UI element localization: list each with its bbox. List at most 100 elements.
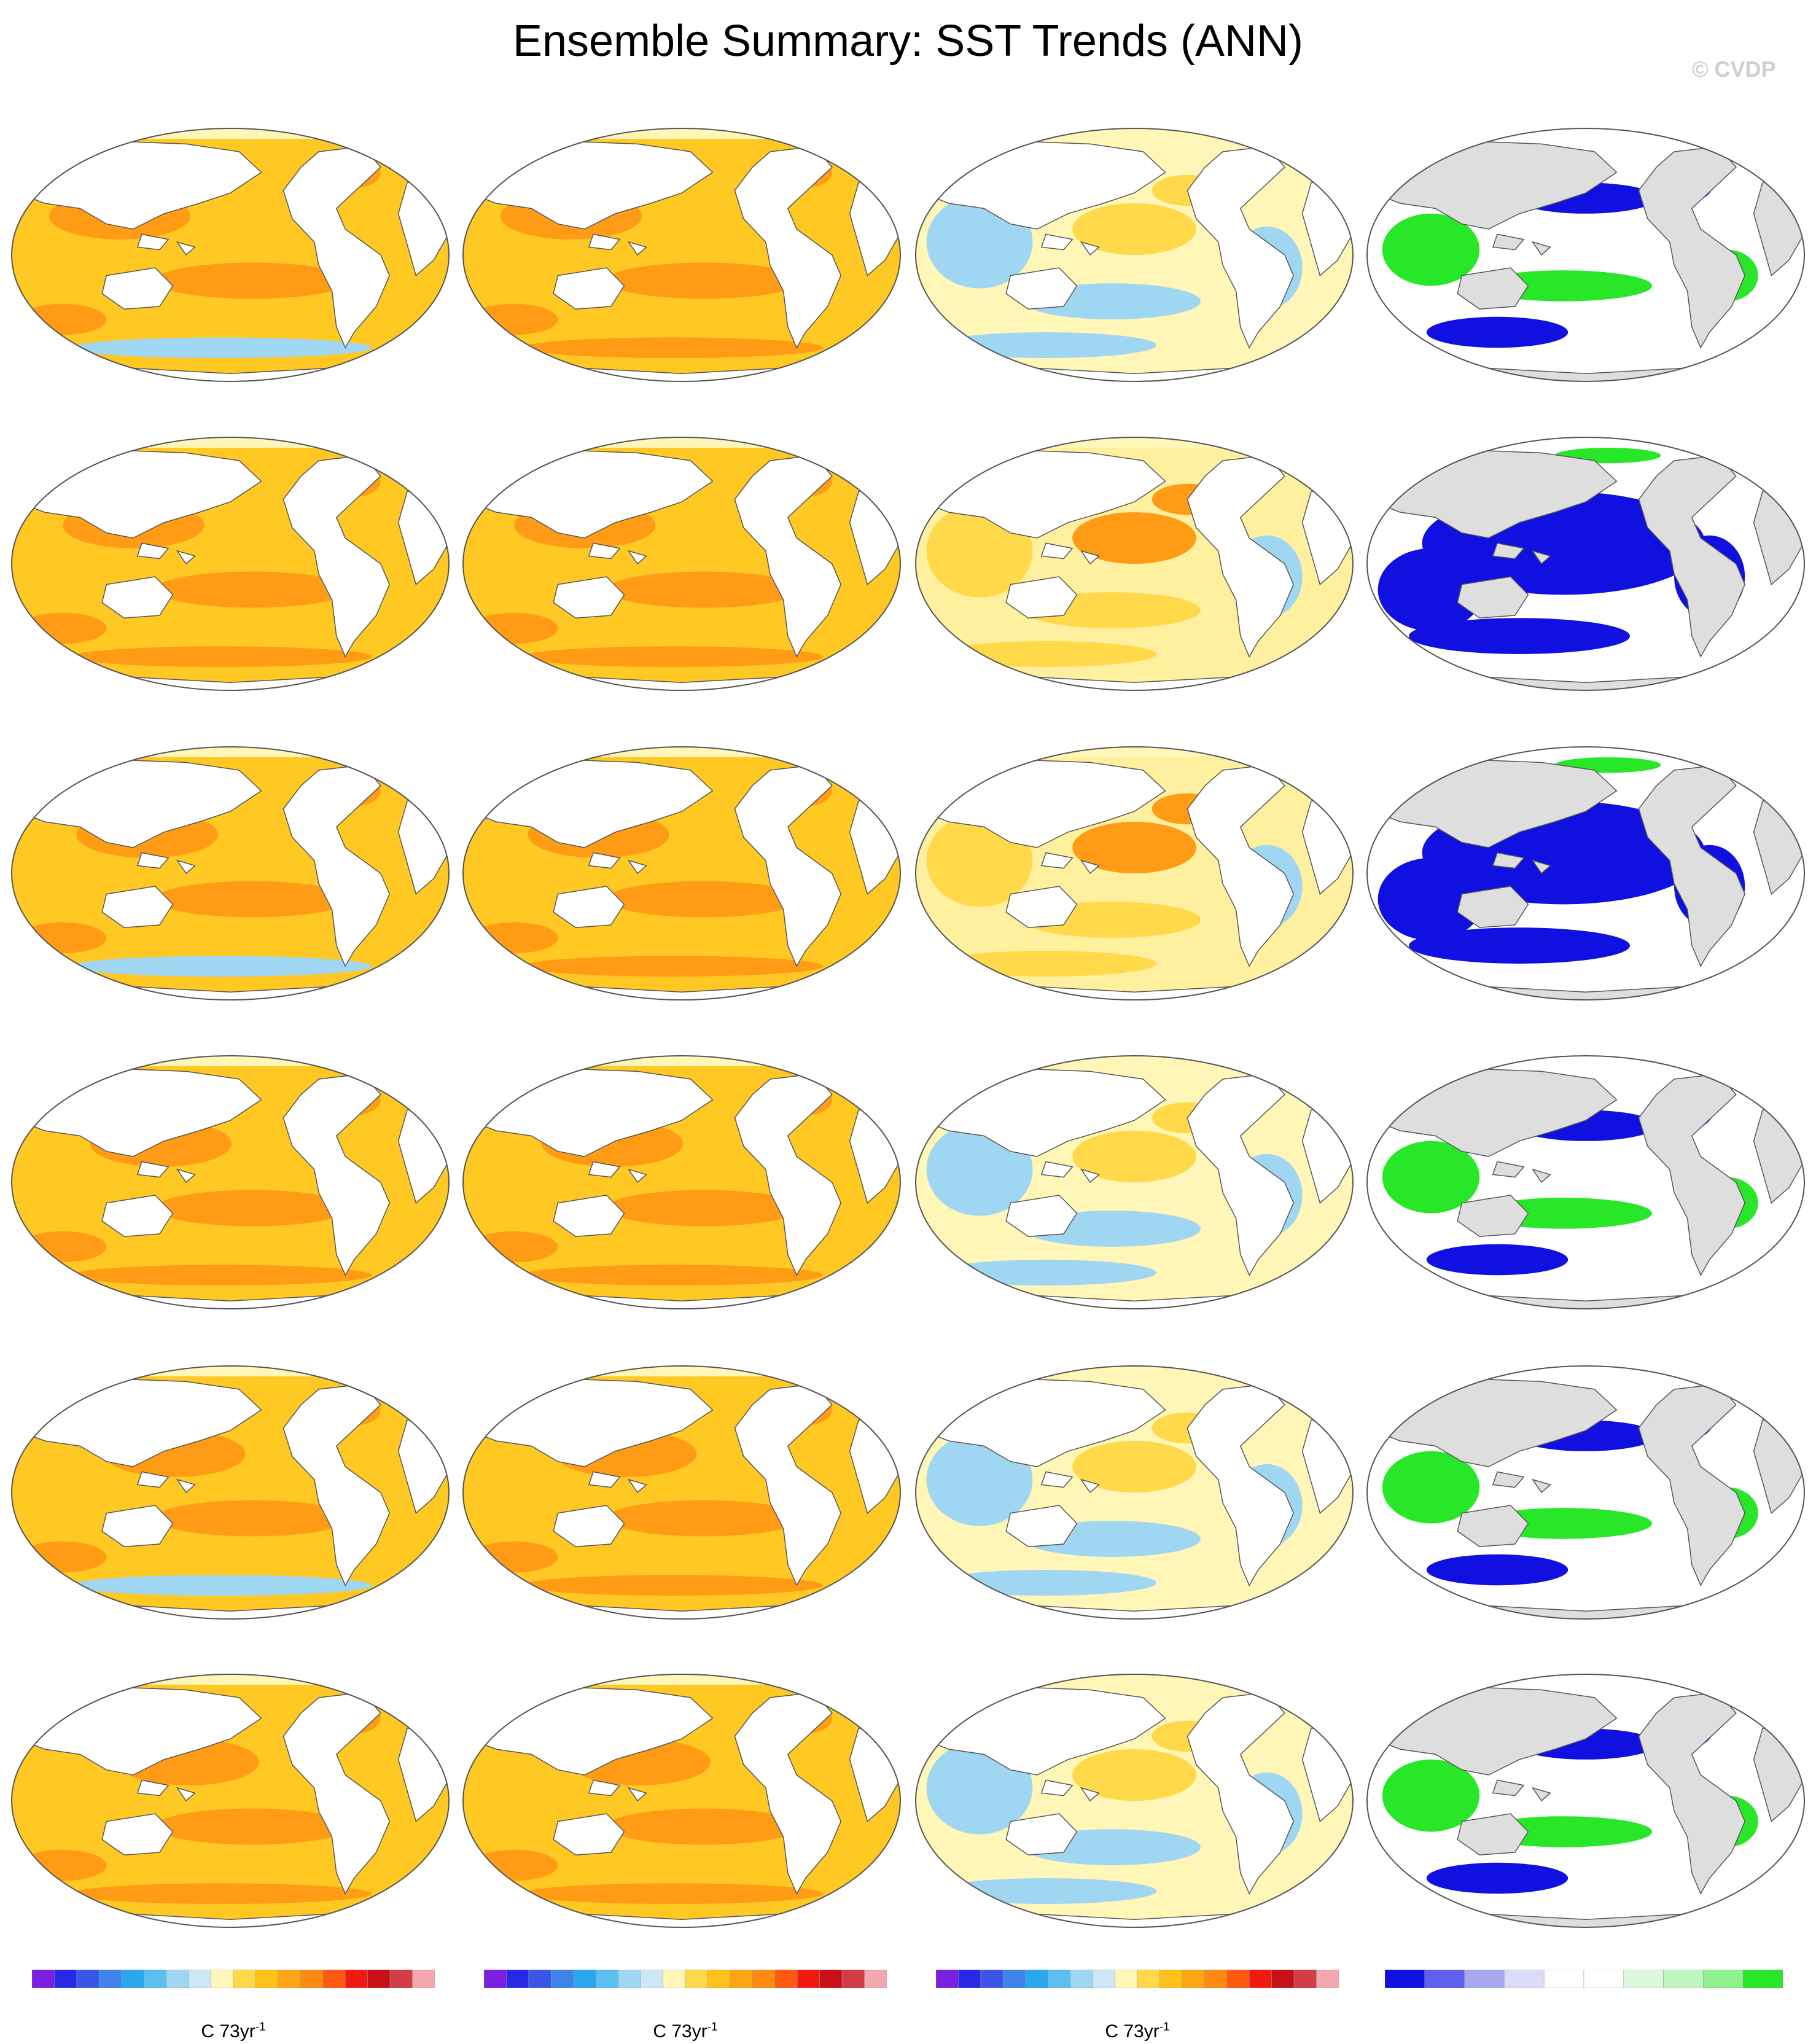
obs-map bbox=[462, 437, 901, 691]
colorbar-swatch bbox=[1182, 1970, 1205, 1988]
colorbar-swatch bbox=[752, 1970, 776, 1988]
rank-map bbox=[1366, 1674, 1805, 1928]
colorbar-swatch bbox=[797, 1970, 820, 1988]
colorbar-swatch bbox=[54, 1970, 77, 1988]
colorbar-swatch bbox=[1047, 1970, 1070, 1988]
colorbar-swatch bbox=[1385, 1970, 1425, 1988]
diff-map bbox=[915, 1365, 1354, 1620]
model-map bbox=[11, 1365, 450, 1620]
colorbar-swatch bbox=[936, 1970, 959, 1988]
colorbar-swatch bbox=[819, 1970, 843, 1988]
colorbar-swatch bbox=[1316, 1970, 1339, 1988]
colorbar-swatch bbox=[841, 1970, 865, 1988]
colorbar-swatch bbox=[1070, 1970, 1093, 1988]
colorbar-swatch bbox=[211, 1970, 234, 1988]
colorbar-swatch bbox=[1424, 1970, 1465, 1988]
diff-map bbox=[915, 746, 1354, 1001]
colorbar-swatch bbox=[1703, 1970, 1744, 1988]
colorbar-unit-exponent: -1 bbox=[255, 2021, 266, 2034]
rank-map bbox=[1366, 746, 1805, 1001]
rank-map bbox=[1366, 128, 1805, 382]
colorbar-swatch bbox=[345, 1970, 368, 1988]
colorbar-swatch bbox=[166, 1970, 189, 1988]
colorbar-swatch bbox=[1003, 1970, 1026, 1988]
colorbar-swatch bbox=[1504, 1970, 1545, 1988]
diff-map bbox=[915, 1674, 1354, 1928]
model-map bbox=[11, 1055, 450, 1309]
colorbar-unit-exponent: -1 bbox=[1159, 2021, 1170, 2034]
colorbar-swatch bbox=[685, 1970, 708, 1988]
model-map bbox=[11, 437, 450, 691]
colorbar-swatch bbox=[980, 1970, 1003, 1988]
colorbar-swatch bbox=[255, 1970, 279, 1988]
colorbar-swatch bbox=[1663, 1970, 1704, 1988]
colorbar-unit-text: C 73yr bbox=[201, 2021, 255, 2042]
diff-map bbox=[915, 437, 1354, 691]
colorbar-unit-label: C 73yr-1 bbox=[484, 2016, 887, 2043]
colorbar-swatch bbox=[76, 1970, 99, 1988]
colorbar-swatch bbox=[121, 1970, 144, 1988]
colorbar-swatch bbox=[484, 1970, 507, 1988]
colorbar-swatch bbox=[1115, 1970, 1138, 1988]
rank-map bbox=[1366, 1365, 1805, 1620]
model-map bbox=[11, 746, 450, 1001]
colorbar-swatch bbox=[1293, 1970, 1317, 1988]
rank-colorbar bbox=[1385, 1970, 1783, 1988]
colorbar-unit-label: C 73yr-1 bbox=[936, 2016, 1339, 2043]
colorbar-swatch bbox=[1226, 1970, 1250, 1988]
colorbar-unit-text: C 73yr bbox=[653, 2021, 707, 2042]
obs-map bbox=[462, 1674, 901, 1928]
colorbar-swatch bbox=[278, 1970, 301, 1988]
trend-colorbar bbox=[936, 1970, 1339, 1988]
colorbar-swatch bbox=[1271, 1970, 1295, 1988]
rank-map bbox=[1366, 437, 1805, 691]
colorbar-swatch bbox=[864, 1970, 887, 1988]
colorbar-swatch bbox=[551, 1970, 574, 1988]
colorbar-swatch bbox=[32, 1970, 55, 1988]
obs-map bbox=[462, 1365, 901, 1620]
colorbar-swatch bbox=[1543, 1970, 1584, 1988]
colorbar-unit-text: C 73yr bbox=[1105, 2021, 1159, 2042]
model-map bbox=[11, 1674, 450, 1928]
colorbar-swatch bbox=[528, 1970, 551, 1988]
cvdp-watermark: © CVDP bbox=[1692, 57, 1776, 82]
rank-map bbox=[1366, 1055, 1805, 1309]
colorbar-swatch bbox=[573, 1970, 596, 1988]
colorbar-swatch bbox=[233, 1970, 256, 1988]
colorbar-swatch bbox=[300, 1970, 324, 1988]
colorbar-swatch bbox=[367, 1970, 391, 1988]
colorbar-swatch bbox=[322, 1970, 346, 1988]
model-map bbox=[11, 128, 450, 382]
colorbar-swatch bbox=[412, 1970, 435, 1988]
trend-colorbar bbox=[484, 1970, 887, 1988]
colorbar-swatch bbox=[958, 1970, 981, 1988]
diff-map bbox=[915, 1055, 1354, 1309]
colorbar-swatch bbox=[1742, 1970, 1783, 1988]
obs-map bbox=[462, 746, 901, 1001]
colorbar-swatch bbox=[1159, 1970, 1183, 1988]
colorbar-swatch bbox=[1623, 1970, 1664, 1988]
colorbar-swatch bbox=[663, 1970, 686, 1988]
colorbar-swatch bbox=[389, 1970, 413, 1988]
colorbar-swatch bbox=[1137, 1970, 1160, 1988]
colorbar-swatch bbox=[143, 1970, 166, 1988]
colorbar-swatch bbox=[1249, 1970, 1272, 1988]
colorbar-swatch bbox=[1092, 1970, 1115, 1988]
trend-colorbar bbox=[32, 1970, 435, 1988]
obs-map bbox=[462, 1055, 901, 1309]
colorbar-swatch bbox=[730, 1970, 753, 1988]
colorbar-unit-exponent: -1 bbox=[707, 2021, 718, 2034]
colorbar-swatch bbox=[640, 1970, 663, 1988]
colorbar-swatch bbox=[595, 1970, 618, 1988]
colorbar-swatch bbox=[1583, 1970, 1624, 1988]
page-title: Ensemble Summary: SST Trends (ANN) bbox=[512, 17, 1304, 66]
colorbar-unit-label: C 73yr-1 bbox=[32, 2016, 435, 2043]
diff-map bbox=[915, 128, 1354, 382]
colorbar-swatch bbox=[1464, 1970, 1505, 1988]
colorbar-swatch bbox=[506, 1970, 529, 1988]
colorbar-swatch bbox=[707, 1970, 731, 1988]
colorbar-swatch bbox=[1025, 1970, 1048, 1988]
colorbar-swatch bbox=[188, 1970, 211, 1988]
obs-map bbox=[462, 128, 901, 382]
colorbar-swatch bbox=[99, 1970, 122, 1988]
